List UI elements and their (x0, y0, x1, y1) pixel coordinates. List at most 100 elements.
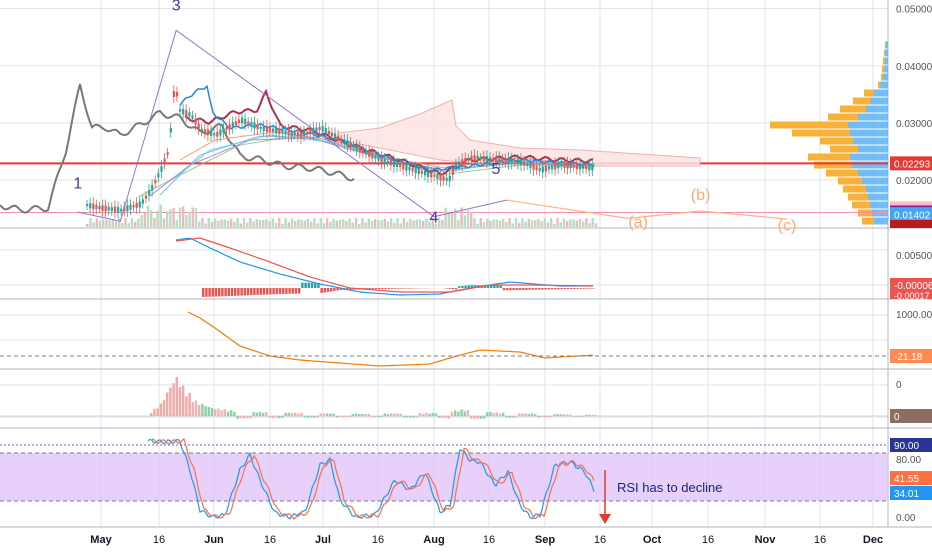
candle-body-77 (325, 128, 327, 134)
momentum-bar-30 (246, 416, 248, 418)
price-label-clipped (890, 220, 932, 228)
momentum-histogram (0, 377, 888, 419)
profile-bar-up-19 (868, 194, 888, 201)
volume-bar-156 (585, 218, 587, 227)
macd-bar-101 (525, 288, 527, 290)
candle-body-135 (505, 158, 507, 162)
macd-bar-32 (304, 283, 306, 288)
candle-body-124 (470, 156, 472, 161)
macd-bar-16 (253, 288, 255, 295)
profile-bar-up-18 (866, 186, 888, 193)
momentum-value-label: 0 (894, 412, 900, 423)
volume-bar-18 (144, 213, 146, 227)
profile-bar-up-7 (870, 98, 888, 105)
momentum-bar-34 (259, 412, 261, 416)
time-tick-12: Nov (755, 534, 777, 546)
macd-bar-21 (269, 288, 271, 294)
profile-bar-down-10 (770, 122, 848, 129)
momentum-bar-110 (502, 413, 504, 416)
momentum-bar-55 (326, 413, 328, 416)
volume-bar-25 (166, 211, 168, 227)
candle-body-159 (579, 164, 581, 170)
volume-bar-57 (268, 221, 270, 227)
candle-body-1 (89, 203, 91, 208)
macd-bar-90 (490, 285, 492, 288)
candle-body-106 (415, 167, 417, 173)
volume-bar-39 (211, 222, 213, 227)
momentum-bar-59 (339, 416, 341, 417)
candle-body-160 (582, 165, 584, 169)
profile-bar-down-0 (885, 42, 886, 49)
momentum-bar-125 (550, 416, 552, 417)
volume-bar-58 (272, 218, 274, 227)
momentum-bar-47 (300, 413, 302, 416)
volume-bar-145 (550, 218, 552, 227)
time-tick-10: Oct (643, 534, 662, 546)
volume-bar-38 (208, 218, 210, 227)
candle-body-97 (387, 161, 389, 163)
momentum-bar-114 (515, 416, 517, 418)
macd-bar-6 (221, 288, 223, 296)
time-tick-11: 16 (702, 534, 714, 546)
candle-body-61 (275, 128, 277, 134)
macd-bar-40 (330, 288, 332, 292)
macd-bar-118 (580, 288, 582, 289)
stoch-value-k: 34.01 (894, 489, 919, 500)
momentum-bar-52 (316, 416, 318, 417)
volume-bar-152 (572, 220, 574, 227)
momentum-bar-45 (294, 413, 296, 416)
candle-body-32 (185, 110, 187, 116)
momentum-bar-109 (499, 414, 501, 416)
volume-bar-33 (192, 208, 194, 227)
momentum-bar-87 (428, 414, 430, 416)
candle-body-72 (309, 129, 311, 134)
momentum-bar-85 (422, 414, 424, 416)
volume-bar-142 (540, 221, 542, 227)
macd-bar-14 (247, 288, 249, 295)
volume-bar-69 (307, 219, 309, 227)
profile-bar-down-21 (858, 210, 872, 217)
macd-bar-39 (327, 288, 329, 292)
price-label-0: 0.02293 (894, 159, 931, 170)
momentum-bar-75 (390, 413, 392, 416)
momentum-bar-83 (416, 416, 418, 417)
volume-bar-97 (396, 218, 398, 227)
momentum-bar-93 (448, 416, 450, 419)
volume-bar-158 (592, 218, 594, 227)
volume-bar-47 (236, 218, 238, 227)
volume-bar-131 (505, 222, 507, 227)
candle-body-75 (319, 127, 321, 130)
volume-bar-70 (310, 222, 312, 227)
candle-body-39 (207, 129, 209, 135)
volume-bar-136 (521, 218, 523, 227)
candle-body-109 (424, 171, 426, 175)
macd-bar-98 (516, 288, 518, 290)
volume-bar-46 (233, 222, 235, 227)
candle-body-64 (284, 130, 286, 134)
macd-bar-117 (576, 288, 578, 289)
profile-bar-down-13 (830, 146, 858, 153)
volume-bar-104 (419, 219, 421, 227)
volume-bar-101 (409, 219, 411, 227)
candle-body-53 (250, 122, 252, 126)
price-label-4-top: 0.01402 (894, 210, 931, 221)
volume-bar-34 (195, 208, 197, 227)
momentum-bar-101 (473, 416, 475, 419)
volume-bar-64 (291, 219, 293, 227)
price-tick-0: 0.05000 (896, 5, 932, 16)
candle-body-81 (337, 136, 339, 141)
candle-body-14 (129, 205, 131, 210)
profile-bar-up-20 (870, 202, 888, 209)
macd-bar-25 (282, 288, 284, 294)
candle-body-94 (377, 157, 379, 161)
momentum-bar-53 (320, 413, 322, 416)
macd-line (176, 238, 593, 295)
volume-bar-68 (304, 220, 306, 227)
candle-body-87 (356, 145, 358, 150)
macd-bar-2 (208, 288, 210, 297)
volume-bar-7 (108, 220, 110, 227)
macd-bar-122 (592, 288, 594, 289)
volume-bar-17 (140, 215, 142, 227)
macd-bar-99 (519, 288, 521, 290)
volume-bar-141 (537, 219, 539, 227)
